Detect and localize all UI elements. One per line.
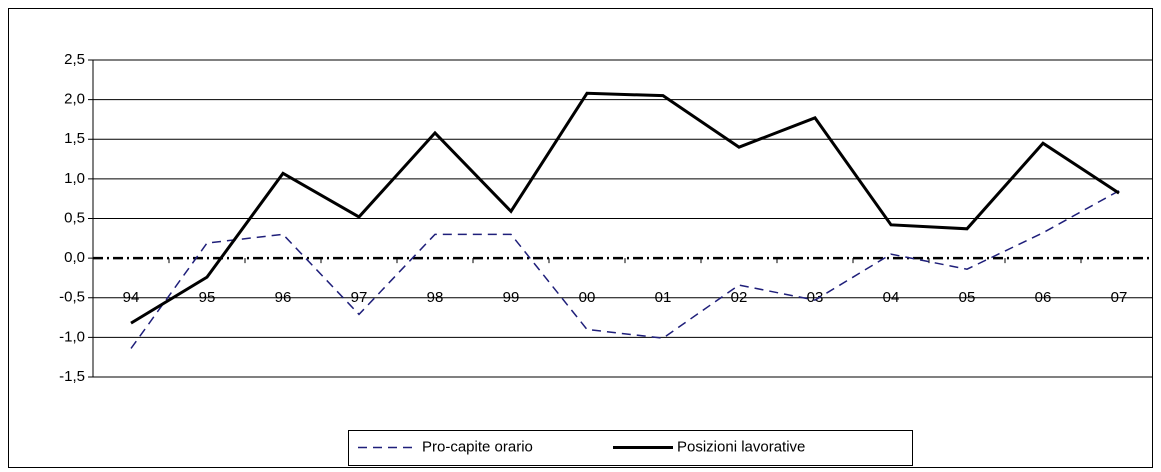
legend-label: Posizioni lavorative bbox=[677, 438, 805, 455]
y-tick-label: -1,5 bbox=[59, 368, 85, 385]
x-tick-label: 00 bbox=[579, 289, 596, 306]
y-tick-label: -0,5 bbox=[59, 289, 85, 306]
x-tick-label: 06 bbox=[1035, 289, 1052, 306]
x-tick-label: 02 bbox=[731, 289, 748, 306]
x-tick-label: 03 bbox=[807, 289, 824, 306]
x-tick-label: 96 bbox=[275, 289, 292, 306]
line-series bbox=[130, 190, 1120, 349]
x-tick-label: 94 bbox=[123, 289, 140, 306]
x-tick-label: 05 bbox=[959, 289, 976, 306]
x-tick-label: 95 bbox=[199, 289, 216, 306]
y-tick-label: 0,5 bbox=[64, 209, 85, 226]
legend-label: Pro-capite orario bbox=[422, 438, 533, 455]
y-tick-label: -1,0 bbox=[59, 328, 85, 345]
x-tick-label: 97 bbox=[351, 289, 368, 306]
y-tick-label: 1,5 bbox=[64, 130, 85, 147]
chart-border bbox=[8, 8, 1153, 468]
line-series bbox=[130, 91, 1120, 325]
y-tick-label: 2,5 bbox=[64, 51, 85, 68]
x-tick-label: 04 bbox=[883, 289, 900, 306]
y-tick-label: 2,0 bbox=[64, 91, 85, 108]
x-tick-label: 98 bbox=[427, 289, 444, 306]
x-tick-label: 99 bbox=[503, 289, 520, 306]
y-tick-label: 0,0 bbox=[64, 249, 85, 266]
x-tick-label: 07 bbox=[1111, 289, 1128, 306]
x-tick-label: 01 bbox=[655, 289, 672, 306]
y-tick-label: 1,0 bbox=[64, 170, 85, 187]
